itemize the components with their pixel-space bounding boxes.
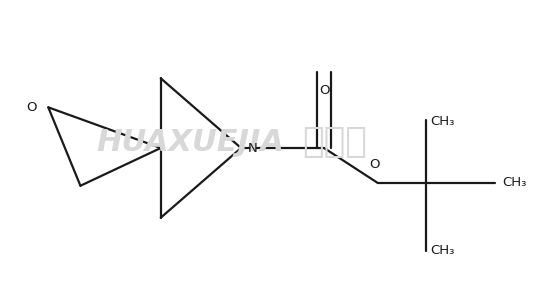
Text: CH₃: CH₃ bbox=[430, 115, 454, 128]
Text: CH₃: CH₃ bbox=[430, 244, 454, 257]
Text: O: O bbox=[26, 101, 36, 114]
Text: 化学加: 化学加 bbox=[302, 125, 367, 159]
Text: N: N bbox=[247, 141, 257, 155]
Text: O: O bbox=[319, 84, 329, 97]
Text: HUAXUEJIA: HUAXUEJIA bbox=[96, 128, 284, 157]
Text: CH₃: CH₃ bbox=[502, 176, 526, 189]
Text: O: O bbox=[370, 158, 380, 171]
